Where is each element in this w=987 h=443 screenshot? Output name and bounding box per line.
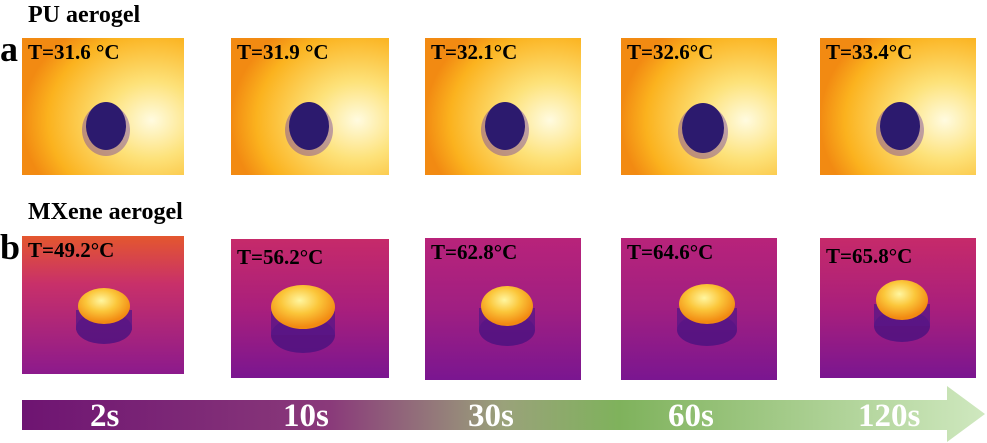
- thermal-image-pu-60s: T=32.6°C: [621, 38, 777, 175]
- thermal-image-mxene-10s: T=56.2°C: [231, 239, 389, 378]
- row-title-mxene-aerogel: MXene aerogel: [28, 199, 183, 225]
- temperature-label: T=32.6°C: [627, 40, 714, 64]
- pu-thermal-graphic: [231, 38, 389, 175]
- pu-thermal-graphic: [22, 38, 184, 175]
- temperature-label: T=65.8°C: [826, 244, 913, 268]
- thermal-image-pu-10s: T=31.9 °C: [231, 38, 389, 175]
- time-arrow: [22, 386, 987, 443]
- temperature-label: T=32.1°C: [431, 40, 518, 64]
- thermal-image-mxene-30s: T=62.8°C: [425, 238, 581, 380]
- time-label-10s: 10s: [283, 398, 329, 434]
- thermal-image-pu-30s: T=32.1°C: [425, 38, 581, 175]
- time-arrow-graphic: [22, 386, 985, 442]
- temperature-label: T=56.2°C: [237, 245, 324, 269]
- thermal-image-mxene-60s: T=64.6°C: [621, 238, 777, 380]
- temperature-label: T=49.2°C: [28, 238, 115, 262]
- panel-letter-b: b: [0, 227, 21, 267]
- mxene-thermal-graphic: [621, 238, 777, 380]
- time-label-120s: 120s: [858, 398, 921, 434]
- thermal-image-mxene-2s: T=49.2°C: [22, 236, 184, 374]
- pu-thermal-graphic: [820, 38, 976, 175]
- thermal-image-pu-120s: T=33.4°C: [820, 38, 976, 175]
- mxene-thermal-graphic: [820, 238, 976, 378]
- pu-thermal-graphic: [621, 38, 777, 175]
- temperature-label: T=31.6 °C: [28, 40, 120, 64]
- panel-letter-a: a: [0, 29, 18, 69]
- thermal-image-pu-2s: T=31.6 °C: [22, 38, 184, 175]
- time-label-60s: 60s: [668, 398, 714, 434]
- mxene-thermal-graphic: [231, 239, 389, 378]
- time-label-30s: 30s: [468, 398, 514, 434]
- temperature-label: T=33.4°C: [826, 40, 913, 64]
- pu-thermal-graphic: [425, 38, 581, 175]
- temperature-label: T=62.8°C: [431, 240, 518, 264]
- row-title-pu-aerogel: PU aerogel: [28, 2, 141, 28]
- mxene-thermal-graphic: [425, 238, 581, 380]
- thermal-image-mxene-120s: T=65.8°C: [820, 238, 976, 378]
- time-label-2s: 2s: [90, 398, 120, 434]
- mxene-thermal-graphic: [22, 236, 184, 374]
- temperature-label: T=64.6°C: [627, 240, 714, 264]
- temperature-label: T=31.9 °C: [237, 40, 329, 64]
